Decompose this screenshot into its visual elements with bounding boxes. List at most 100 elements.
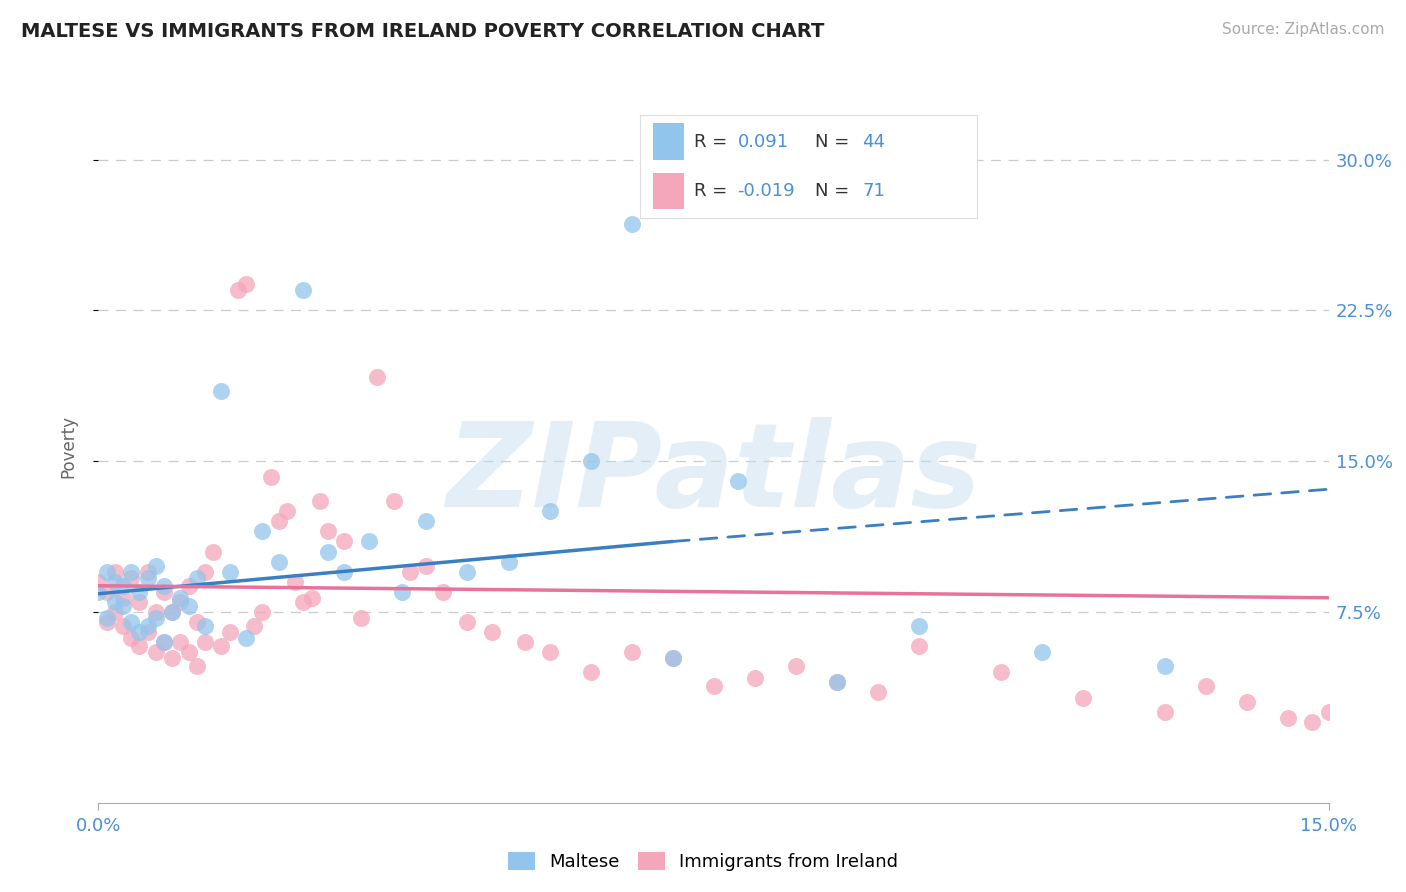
Point [1334,699,1357,714]
Point [1195,679,1218,693]
Point [907,619,929,633]
Point [120,631,142,645]
Text: R =: R = [693,182,733,200]
Point [128,639,150,653]
Point [1153,659,1175,673]
Point [169,635,191,649]
Point [498,555,520,569]
Point [284,574,307,589]
Point [481,624,503,639]
Point [96,565,118,579]
Point [186,571,208,585]
Point [169,595,191,609]
Point [399,565,422,579]
Legend: Maltese, Immigrants from Ireland: Maltese, Immigrants from Ireland [501,845,905,879]
Point [128,584,150,599]
Point [218,565,240,579]
Point [316,544,339,558]
Point [538,504,561,518]
Point [162,605,184,619]
Y-axis label: Poverty: Poverty [59,415,77,477]
Point [292,283,315,297]
Point [1301,715,1323,730]
Point [153,584,176,599]
Point [579,454,602,468]
Point [211,384,233,398]
Point [744,671,766,685]
Point [145,611,167,625]
Point [309,494,332,508]
Point [177,599,200,613]
Text: R =: R = [693,133,733,151]
Point [186,659,208,673]
Text: ZIPatlas: ZIPatlas [446,417,981,532]
Point [120,565,142,579]
Point [96,584,118,599]
Point [825,675,848,690]
Point [104,595,127,609]
Point [243,619,266,633]
Bar [654,123,683,161]
Text: 44: 44 [862,133,886,151]
Point [120,571,142,585]
Point [145,645,167,659]
Point [96,615,118,629]
Text: -0.019: -0.019 [738,182,796,200]
Point [136,619,159,633]
Point [177,645,200,659]
Point [457,615,479,629]
Point [1277,711,1299,725]
Point [218,624,240,639]
Point [276,504,298,518]
Text: 0.091: 0.091 [738,133,789,151]
Point [1071,691,1094,706]
Point [177,579,200,593]
Point [785,659,807,673]
Point [153,635,176,649]
Point [145,605,167,619]
Point [359,534,381,549]
Point [252,524,274,539]
Point [1236,695,1258,709]
Point [333,565,356,579]
Point [136,565,159,579]
Point [513,635,536,649]
Point [104,574,127,589]
Text: 71: 71 [862,182,886,200]
Point [661,651,683,665]
Point [661,651,683,665]
Point [432,584,454,599]
Text: Source: ZipAtlas.com: Source: ZipAtlas.com [1222,22,1385,37]
Point [235,277,257,292]
Point [415,558,437,573]
Point [333,534,356,549]
Point [267,555,290,569]
Point [226,283,249,297]
Point [136,624,159,639]
Point [96,611,118,625]
Point [1153,706,1175,720]
Point [415,515,437,529]
Text: N =: N = [815,182,855,200]
Point [267,515,290,529]
Point [153,635,176,649]
Point [382,494,405,508]
Point [316,524,339,539]
Point [1031,645,1053,659]
Point [112,579,135,593]
Point [112,619,135,633]
Point [260,470,283,484]
Point [104,605,127,619]
Point [990,665,1012,680]
Point [194,619,217,633]
Point [235,631,257,645]
Point [112,591,135,605]
Point [1317,706,1340,720]
Point [252,605,274,619]
Point [391,584,413,599]
Point [292,595,315,609]
Point [202,544,225,558]
Point [194,565,217,579]
Point [620,217,643,231]
Point [366,369,388,384]
